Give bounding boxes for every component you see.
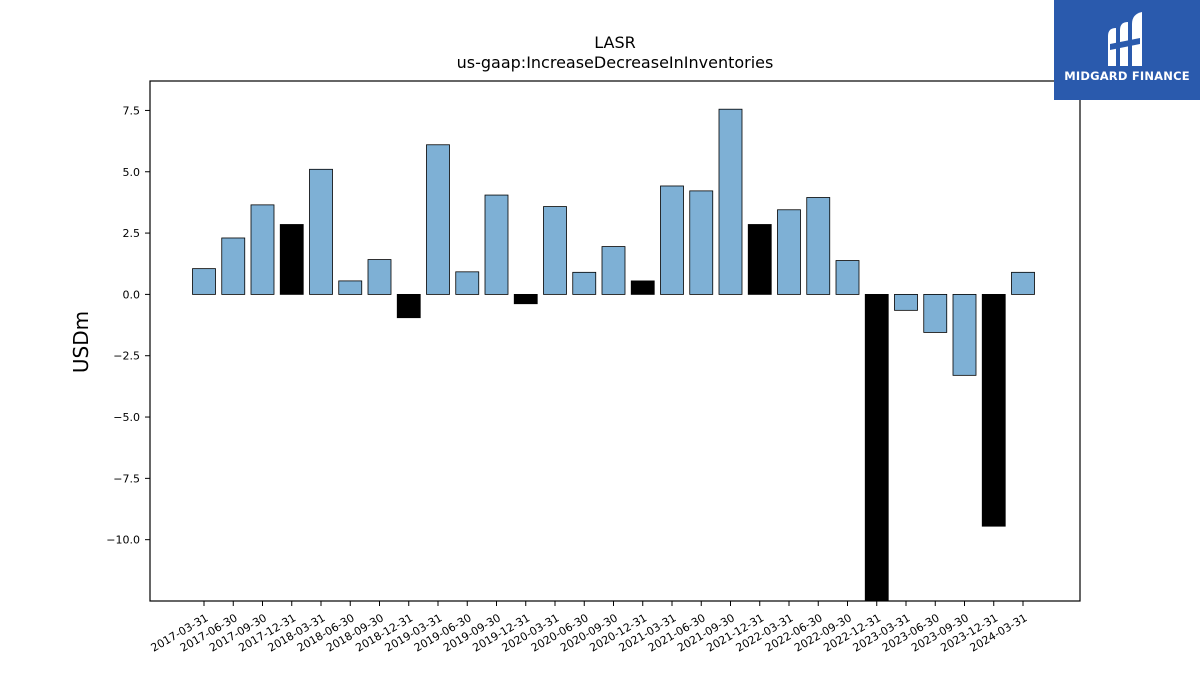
y-tick-label: 5.0 <box>123 166 141 179</box>
bar-2023-03-31 <box>894 293 918 311</box>
bar-2017-09-30 <box>250 204 275 295</box>
bar-2017-06-30 <box>221 237 246 295</box>
y-tick-label: −5.0 <box>113 411 140 424</box>
bar-2018-09-30 <box>367 259 392 295</box>
y-tick-label: −2.5 <box>113 350 140 363</box>
bar-2023-12-31 <box>981 293 1006 527</box>
bar-2023-09-30 <box>952 293 977 376</box>
bar-2023-06-30 <box>923 293 948 333</box>
brand-logo: MIDGARD FINANCE <box>1054 0 1200 100</box>
y-tick-label: −7.5 <box>113 472 140 485</box>
y-tick-label: 0.0 <box>123 288 141 301</box>
bar-2019-12-31 <box>513 293 538 305</box>
bar-2022-03-31 <box>777 209 801 295</box>
bar-2022-12-31 <box>864 293 889 601</box>
brand-name: MIDGARD FINANCE <box>1064 69 1190 83</box>
bar-2018-06-30 <box>338 280 363 295</box>
chart-title: LASR <box>594 33 636 52</box>
bar-2024-03-31 <box>1011 271 1035 295</box>
bar-2020-12-31 <box>630 280 655 295</box>
bar-2019-09-30 <box>484 194 509 295</box>
bar-2021-03-31 <box>660 185 684 295</box>
plot-frame <box>149 80 1081 602</box>
bar-2021-09-30 <box>718 108 743 295</box>
bar-2017-12-31 <box>279 224 304 295</box>
bar-2021-06-30 <box>689 190 714 295</box>
y-tick-label: 2.5 <box>123 227 141 240</box>
bar-2019-06-30 <box>455 271 480 295</box>
y-tick-label: −10.0 <box>106 534 140 547</box>
chart-subtitle: us-gaap:IncreaseDecreaseInInventories <box>457 53 774 72</box>
bar-2020-09-30 <box>601 246 626 295</box>
bar-2022-06-30 <box>806 197 831 295</box>
bars-layer <box>192 108 1035 601</box>
y-axis-label: USDm <box>69 311 93 373</box>
bar-2020-03-31 <box>543 206 567 295</box>
bar-2019-03-31 <box>426 144 450 295</box>
bar-2018-12-31 <box>396 293 421 319</box>
bar-2022-09-30 <box>835 260 860 295</box>
y-tick-label: 7.5 <box>123 104 141 117</box>
bar-2018-03-31 <box>309 168 333 295</box>
bar-2021-12-31 <box>747 224 772 295</box>
axes-layer: 7.55.02.50.0−2.5−5.0−7.5−10.02017-03-312… <box>106 80 1081 655</box>
midgard-mark-icon <box>1108 12 1142 66</box>
bar-2020-06-30 <box>572 271 597 295</box>
bar-2017-03-31 <box>192 268 216 295</box>
